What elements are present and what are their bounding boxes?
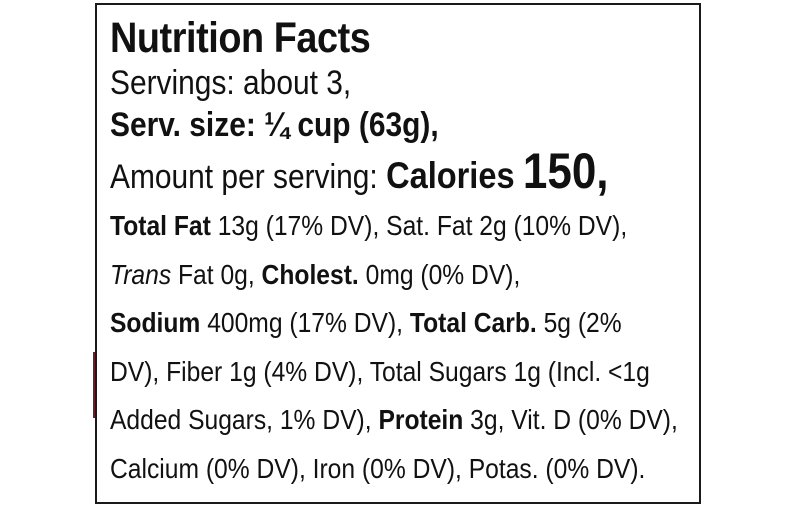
label-title: Nutrition Facts: [110, 14, 371, 62]
protein-label: Protein: [378, 404, 464, 435]
nutrition-facts-label: Nutrition Facts Servings: about 3, Serv.…: [95, 3, 701, 504]
nutrient-line-1: Total Fat 13g (17% DV), Sat. Fat 2g (10%…: [110, 202, 691, 251]
calories-label: Calories: [386, 155, 515, 196]
total-fat-value: 13g (17% DV), Sat. Fat 2g (10% DV),: [210, 210, 628, 241]
nutrient-line-6: Calcium (0% DV), Iron (0% DV), Potas. (0…: [110, 452, 646, 484]
servings-per-container: Servings: about 3,: [110, 64, 352, 102]
nutrient-line-2: Trans Fat 0g, Cholest. 0mg (0% DV),: [110, 251, 691, 300]
label-content: Nutrition Facts Servings: about 3, Serv.…: [110, 13, 691, 493]
total-fat-label: Total Fat: [110, 210, 211, 241]
nutrient-list: Total Fat 13g (17% DV), Sat. Fat 2g (10%…: [110, 202, 691, 493]
protein-value: 3g, Vit. D (0% DV),: [463, 404, 678, 435]
edge-color-strip: [93, 352, 96, 418]
nutrient-line-3: Sodium 400mg (17% DV), Total Carb. 5g (2…: [110, 299, 691, 348]
serving-size: Serv. size: ¼ cup (63g),: [110, 106, 439, 144]
added-sugars-text: Added Sugars, 1% DV),: [110, 404, 379, 435]
nutrient-line-4: DV), Fiber 1g (4% DV), Total Sugars 1g (…: [110, 355, 650, 387]
sodium-label: Sodium: [110, 307, 201, 338]
cholesterol-value: 0mg (0% DV),: [358, 258, 521, 290]
sodium-value: 400mg (17% DV),: [200, 307, 410, 338]
total-carb-label: Total Carb.: [409, 307, 537, 338]
trans-label: Trans: [110, 258, 172, 290]
trans-fat-value: Fat 0g,: [171, 258, 262, 290]
amount-per-serving: Amount per serving:: [110, 158, 378, 196]
cholesterol-label: Cholest.: [261, 258, 359, 290]
nutrient-line-5: Added Sugars, 1% DV), Protein 3g, Vit. D…: [110, 396, 691, 445]
total-carb-value: 5g (2%: [536, 307, 622, 338]
calories-value: 150,: [522, 143, 609, 199]
calories-row: Amount per serving: Calories 150,: [110, 146, 691, 202]
